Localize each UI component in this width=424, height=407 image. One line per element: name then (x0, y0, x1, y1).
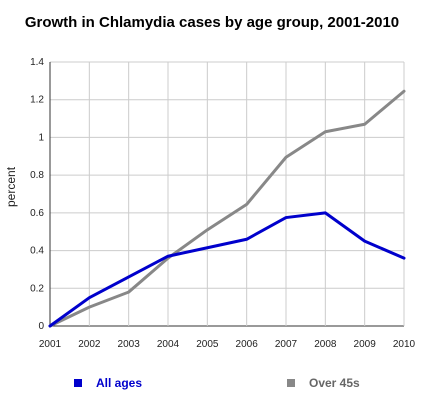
y-tick-label: 0.8 (30, 170, 44, 181)
legend-label-all-ages: All ages (96, 376, 143, 390)
y-tick-label: 0.4 (30, 246, 44, 257)
y-tick-label: 0 (38, 321, 44, 332)
chart-title: Growth in Chlamydia cases by age group, … (24, 14, 400, 31)
x-tick-label: 2006 (236, 339, 259, 350)
legend-label-over-45s: Over 45s (309, 376, 360, 390)
x-tick-label: 2007 (275, 339, 298, 350)
y-tick-label: 1 (38, 132, 44, 143)
series-line-over-45s (48, 89, 406, 328)
x-tick-label: 2004 (157, 339, 180, 350)
x-tick-label: 2010 (393, 339, 416, 350)
y-tick-label: 1.4 (30, 57, 44, 68)
x-tick-label: 2002 (78, 339, 101, 350)
y-tick-label: 0.2 (30, 283, 44, 294)
legend-item-over-45s: Over 45s (287, 376, 360, 390)
legend-item-all-ages: All ages (74, 376, 142, 390)
series-line-all-ages (48, 211, 406, 328)
x-tick-label: 2009 (354, 339, 377, 350)
x-tick-label: 2008 (314, 339, 337, 350)
y-tick-label: 1.2 (30, 95, 44, 106)
legend-swatch-all-ages (74, 379, 82, 387)
x-tick-label: 2005 (196, 339, 219, 350)
x-tick-label: 2003 (118, 339, 141, 350)
y-tick-label: 0.6 (30, 208, 44, 219)
legend-swatch-over-45s (287, 379, 295, 387)
x-tick-label: 2001 (39, 339, 62, 350)
